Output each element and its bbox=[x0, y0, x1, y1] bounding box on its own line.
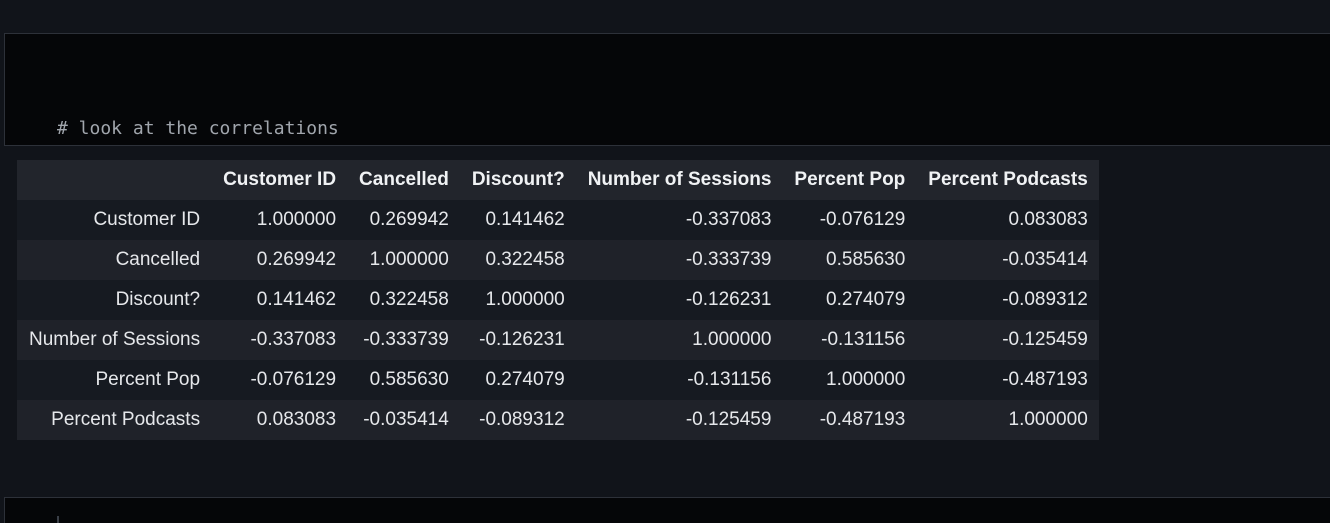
code-parens: () bbox=[197, 208, 220, 229]
table-cell: 0.269942 bbox=[369, 209, 449, 230]
table-cell: 0.585630 bbox=[826, 249, 906, 270]
table-cell: -0.487193 bbox=[819, 409, 906, 430]
row-index: Number of Sessions bbox=[29, 329, 201, 350]
row-index: Discount? bbox=[115, 289, 201, 310]
table-cell: -0.126231 bbox=[479, 329, 565, 350]
code-editor[interactable]: # look at the correlations model_df.corr… bbox=[57, 54, 339, 294]
table-cell: 1.000000 bbox=[485, 289, 565, 310]
table-row: Percent Pop -0.076129 0.585630 0.274079 … bbox=[17, 360, 1099, 400]
table-cell: -0.487193 bbox=[1002, 369, 1088, 390]
table-cell: 1.000000 bbox=[692, 329, 772, 350]
table-cell: 0.322458 bbox=[369, 289, 449, 310]
table-header-row: Customer ID Cancelled Discount? Number o… bbox=[17, 160, 1099, 200]
table-cell: -0.333739 bbox=[685, 249, 772, 270]
table-cell: 0.141462 bbox=[485, 209, 565, 230]
table-cell: 0.322458 bbox=[485, 249, 565, 270]
table-row: Customer ID 1.000000 0.269942 0.141462 -… bbox=[17, 200, 1099, 240]
table-cell: 0.585630 bbox=[369, 369, 449, 390]
row-index: Cancelled bbox=[115, 249, 201, 270]
correlation-table: Customer ID Cancelled Discount? Number o… bbox=[17, 160, 1099, 440]
table-cell: -0.131156 bbox=[821, 329, 906, 350]
table-cell: -0.035414 bbox=[363, 409, 449, 430]
table-row: Percent Podcasts 0.083083 -0.035414 -0.0… bbox=[17, 400, 1099, 440]
column-header: Number of Sessions bbox=[575, 160, 783, 200]
table-cell: -0.089312 bbox=[479, 409, 565, 430]
table-row: Number of Sessions -0.337083 -0.333739 -… bbox=[17, 320, 1099, 360]
column-header: Cancelled bbox=[347, 160, 460, 200]
row-index: Customer ID bbox=[93, 209, 201, 230]
table-cell: -0.076129 bbox=[819, 209, 906, 230]
column-header: Percent Pop bbox=[782, 160, 917, 200]
index-header bbox=[17, 160, 212, 200]
table-cell: -0.125459 bbox=[1002, 329, 1088, 350]
table-cell: -0.333739 bbox=[363, 329, 449, 350]
code-function: corr bbox=[154, 208, 198, 229]
table-cell: 1.000000 bbox=[256, 209, 337, 230]
table-cell: 0.274079 bbox=[485, 369, 565, 390]
cell-gutter bbox=[57, 516, 59, 523]
next-code-cell[interactable] bbox=[4, 497, 1330, 523]
table-cell: 1.000000 bbox=[826, 369, 906, 390]
column-header: Customer ID bbox=[211, 160, 348, 200]
table-row: Cancelled 0.269942 1.000000 0.322458 -0.… bbox=[17, 240, 1099, 280]
code-dot: . bbox=[143, 208, 155, 229]
table-cell: 0.141462 bbox=[256, 289, 337, 310]
table-cell: 0.083083 bbox=[1008, 209, 1088, 230]
row-index: Percent Pop bbox=[95, 369, 201, 390]
table-cell: -0.126231 bbox=[685, 289, 772, 310]
table-cell: -0.337083 bbox=[250, 329, 337, 350]
code-variable: model_df bbox=[57, 208, 144, 229]
table-cell: 1.000000 bbox=[1008, 409, 1088, 430]
table-cell: -0.089312 bbox=[1002, 289, 1088, 310]
code-cell[interactable]: # look at the correlations model_df.corr… bbox=[4, 33, 1330, 229]
code-comment: # look at the correlations bbox=[57, 118, 339, 139]
table-cell: 1.000000 bbox=[369, 249, 449, 270]
table-cell: 0.269942 bbox=[256, 249, 337, 270]
column-header: Discount? bbox=[459, 160, 576, 200]
table-cell: -0.337083 bbox=[685, 209, 772, 230]
table-cell: -0.035414 bbox=[1002, 249, 1088, 270]
column-header: Percent Podcasts bbox=[916, 160, 1099, 200]
cell-output: Customer ID Cancelled Discount? Number o… bbox=[17, 160, 1099, 440]
table-cell: 0.274079 bbox=[826, 289, 906, 310]
table-cell: -0.125459 bbox=[685, 409, 772, 430]
table-cell: 0.083083 bbox=[256, 409, 337, 430]
table-cell: -0.076129 bbox=[250, 369, 337, 390]
code-line-comment: # look at the correlations bbox=[57, 114, 339, 144]
table-cell: -0.131156 bbox=[687, 369, 772, 390]
row-index: Percent Podcasts bbox=[51, 409, 201, 430]
clipped-code-text bbox=[155, 512, 295, 523]
code-line-call: model_df.corr() bbox=[57, 204, 339, 234]
table-row: Discount? 0.141462 0.322458 1.000000 -0.… bbox=[17, 280, 1099, 320]
